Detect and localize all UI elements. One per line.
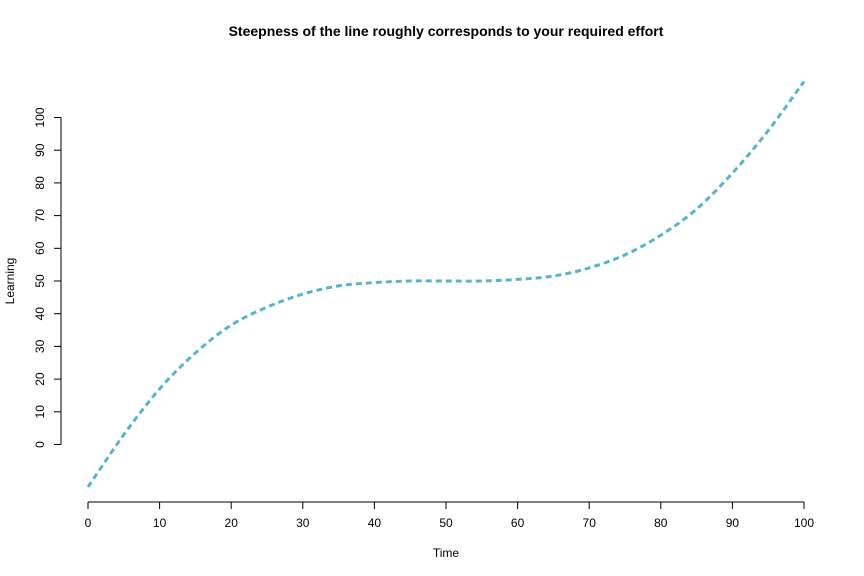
y-tick-label: 80 bbox=[33, 176, 47, 190]
x-tick-label: 10 bbox=[153, 516, 167, 530]
y-tick-label: 10 bbox=[33, 405, 47, 419]
x-tick-label: 50 bbox=[439, 516, 453, 530]
y-tick-label: 90 bbox=[33, 143, 47, 157]
series-line bbox=[86, 80, 806, 488]
chart-title: Steepness of the line roughly correspond… bbox=[229, 23, 664, 39]
y-tick-label: 60 bbox=[33, 241, 47, 255]
x-axis: 0 10 20 30 40 50 60 70 80 90 100 bbox=[85, 501, 814, 530]
x-tick-label: 100 bbox=[794, 516, 814, 530]
y-tick-label: 0 bbox=[33, 441, 47, 448]
y-axis: 0 10 20 30 40 50 60 70 80 90 100 bbox=[33, 107, 62, 448]
x-tick-label: 80 bbox=[654, 516, 668, 530]
x-tick-label: 90 bbox=[726, 516, 740, 530]
y-tick-label: 70 bbox=[33, 209, 47, 223]
x-tick-label: 70 bbox=[583, 516, 597, 530]
y-tick-label: 30 bbox=[33, 339, 47, 353]
series-layer bbox=[86, 80, 806, 488]
x-tick-label: 60 bbox=[511, 516, 525, 530]
x-axis-label: Time bbox=[433, 546, 460, 560]
x-tick-label: 0 bbox=[85, 516, 92, 530]
y-tick-label: 40 bbox=[33, 307, 47, 321]
x-tick-label: 30 bbox=[296, 516, 310, 530]
x-tick-label: 20 bbox=[225, 516, 239, 530]
y-tick-label: 50 bbox=[33, 274, 47, 288]
y-axis-label: Learning bbox=[3, 258, 17, 305]
x-tick-label: 40 bbox=[368, 516, 382, 530]
y-tick-label: 20 bbox=[33, 372, 47, 386]
y-tick-label: 100 bbox=[33, 107, 47, 127]
